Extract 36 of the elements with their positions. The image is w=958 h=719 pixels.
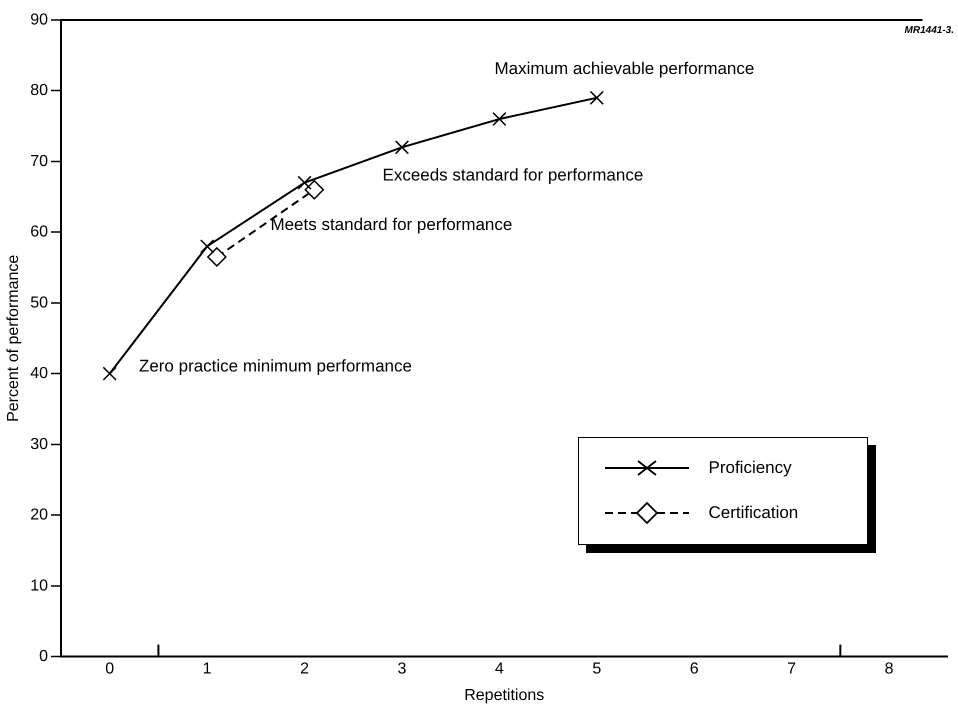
legend-label: Proficiency: [708, 458, 792, 478]
legend-label: Certification: [708, 502, 798, 523]
y-tick-label: 40: [30, 365, 48, 382]
y-tick-label: 50: [30, 294, 48, 312]
x-tick-label: 6: [690, 660, 699, 678]
x-tick-label: 5: [592, 660, 602, 678]
point: [207, 247, 227, 267]
x-tick-label: 1: [202, 660, 212, 678]
point: [102, 366, 117, 381]
x-tick-label: 8: [884, 660, 894, 678]
annotation: Zero practice minimum performance: [138, 356, 412, 376]
x-tick-label: 3: [398, 660, 407, 678]
y-tick-label: 20: [30, 506, 48, 524]
y-tick-label: 80: [30, 82, 48, 100]
y-tick-label: 60: [30, 224, 48, 241]
point: [492, 112, 506, 126]
annotation: MR1441-3.: [904, 24, 954, 36]
annotation: Maximum achievable performance: [494, 59, 754, 78]
y-axis-title: Percent of performance: [5, 254, 22, 422]
y-tick-label: 0: [39, 648, 48, 666]
point: [297, 176, 312, 190]
y-tick-label: 10: [30, 577, 48, 594]
y-tick-label: 70: [30, 152, 48, 170]
x-tick-label: 2: [300, 660, 310, 678]
y-tick-label: 90: [30, 11, 48, 28]
x-axis-title: Repetitions: [464, 686, 544, 704]
annotation: Exceeds standard for performance: [382, 165, 644, 184]
x-tick-label: 4: [494, 660, 504, 678]
annotation: Meets standard for performance: [270, 214, 512, 234]
point: [394, 140, 410, 154]
point: [304, 180, 324, 200]
y-tick-label: 30: [30, 436, 48, 453]
point: [200, 239, 214, 254]
x-tick-label: 7: [787, 660, 796, 678]
point: [590, 90, 604, 105]
x-tick-label: 0: [105, 660, 114, 678]
